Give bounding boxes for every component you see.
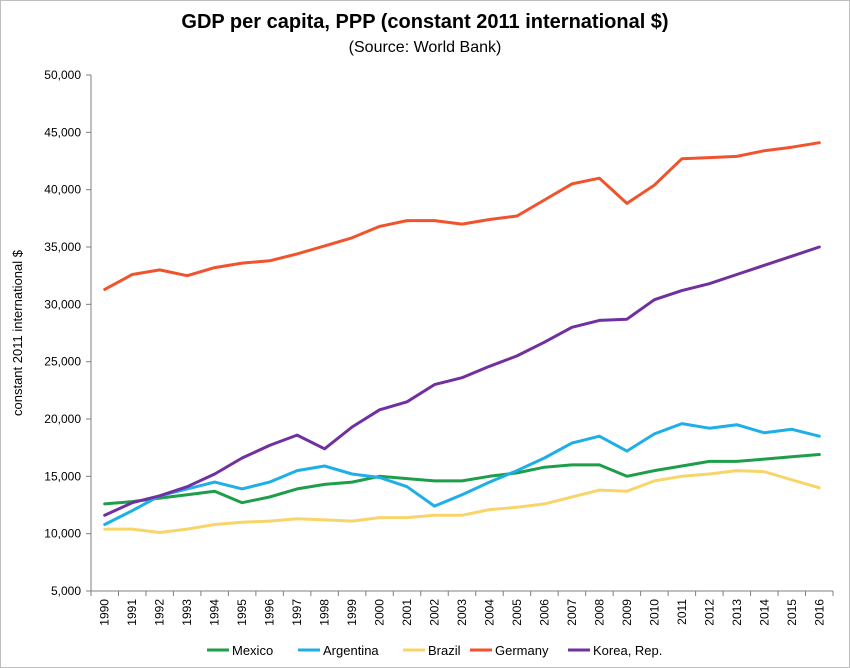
series-lines xyxy=(103,141,821,534)
series-line-brazil xyxy=(103,469,821,534)
x-tick-label: 2014 xyxy=(757,599,771,626)
y-tick-label: 15,000 xyxy=(44,469,81,483)
x-tick-label: 2011 xyxy=(675,599,689,625)
chart-subtitle: (Source: World Bank) xyxy=(348,39,502,56)
series-line-germany xyxy=(103,141,821,291)
x-tick-label: 1990 xyxy=(98,599,112,626)
legend-label-korea-rep: Korea, Rep. xyxy=(593,643,662,658)
series-line-mexico xyxy=(103,453,821,506)
x-tick-label: 2016 xyxy=(812,599,826,626)
y-tick-label: 50,000 xyxy=(44,68,81,82)
x-tick-label: 2006 xyxy=(537,599,551,626)
x-tick-label: 2005 xyxy=(510,599,524,626)
series-line-argentina xyxy=(103,422,821,526)
axes: 5,000 10,000 15,000 20,000 25,000 30,000 35,00… xyxy=(44,68,834,626)
y-axis-title: constant 2011 international $ xyxy=(10,249,25,416)
y-tick-label: 20,000 xyxy=(44,412,81,426)
x-tick-label: 2003 xyxy=(455,599,469,626)
x-tick-label: 2007 xyxy=(565,599,579,626)
legend: Mexico Argentina Brazil Germany Korea, Rep. xyxy=(207,643,662,658)
y-tick-label: 35,000 xyxy=(44,240,81,254)
y-tick-label: 5,000 xyxy=(51,584,81,598)
x-tick-label: 2008 xyxy=(592,599,606,626)
x-tick-label: 1994 xyxy=(208,599,222,626)
x-tick-label: 2015 xyxy=(785,599,799,626)
x-tick-label: 2002 xyxy=(428,599,442,626)
x-tick-label: 2010 xyxy=(647,599,661,626)
legend-label-germany: Germany xyxy=(495,643,549,658)
x-tick-label: 2009 xyxy=(620,599,634,626)
y-tick-label: 45,000 xyxy=(44,125,81,139)
x-tick-label: 1992 xyxy=(153,599,167,626)
x-tick-label: 2000 xyxy=(373,599,387,626)
chart-title: GDP per capita, PPP (constant 2011 inter… xyxy=(181,11,669,33)
y-tick-label: 10,000 xyxy=(44,527,81,541)
y-tick-label: 25,000 xyxy=(44,355,81,369)
x-tick-label: 2001 xyxy=(400,599,414,626)
y-tick-label: 40,000 xyxy=(44,183,81,197)
x-tick-label: 1998 xyxy=(318,599,332,626)
legend-label-brazil: Brazil xyxy=(428,643,461,658)
x-tick-label: 1991 xyxy=(125,599,139,626)
x-tick-label: 1997 xyxy=(290,599,304,626)
x-tick-label: 1995 xyxy=(235,599,249,626)
legend-label-argentina: Argentina xyxy=(323,643,379,658)
x-tick-label: 1999 xyxy=(345,599,359,626)
x-tick-label: 1996 xyxy=(263,599,277,626)
series-line-korea-rep xyxy=(103,245,821,517)
y-tick-label: 30,000 xyxy=(44,297,81,311)
legend-label-mexico: Mexico xyxy=(232,643,273,658)
x-tick-label: 1993 xyxy=(180,599,194,626)
x-tick-label: 2004 xyxy=(482,599,496,626)
x-tick-label: 2012 xyxy=(702,599,716,626)
x-tick-label: 2013 xyxy=(730,599,744,626)
